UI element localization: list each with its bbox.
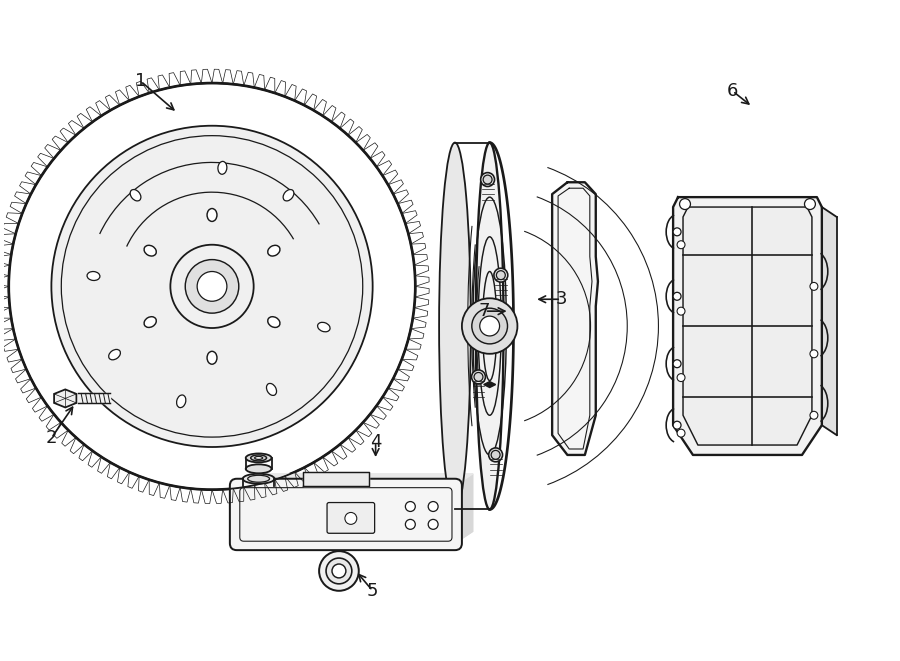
FancyBboxPatch shape (327, 502, 374, 533)
Ellipse shape (267, 245, 280, 256)
Circle shape (9, 83, 415, 490)
Circle shape (805, 198, 815, 210)
FancyBboxPatch shape (230, 479, 462, 550)
Ellipse shape (207, 352, 217, 364)
Ellipse shape (267, 317, 280, 327)
Circle shape (405, 520, 415, 529)
Ellipse shape (144, 317, 157, 327)
Circle shape (326, 558, 352, 584)
Circle shape (673, 360, 681, 368)
Ellipse shape (481, 173, 494, 186)
Circle shape (677, 307, 685, 315)
Polygon shape (247, 531, 472, 543)
Circle shape (673, 228, 681, 236)
Circle shape (185, 260, 238, 313)
Ellipse shape (218, 161, 227, 175)
Ellipse shape (318, 323, 330, 332)
Circle shape (320, 551, 359, 591)
Ellipse shape (284, 190, 294, 201)
Polygon shape (78, 393, 110, 403)
Ellipse shape (251, 455, 266, 461)
Circle shape (462, 298, 517, 354)
Ellipse shape (176, 395, 185, 408)
Circle shape (677, 429, 685, 437)
Ellipse shape (491, 450, 500, 459)
Circle shape (677, 241, 685, 249)
Ellipse shape (248, 475, 269, 483)
Ellipse shape (266, 383, 276, 395)
Ellipse shape (144, 245, 157, 256)
Circle shape (810, 411, 818, 419)
Polygon shape (54, 389, 76, 407)
Ellipse shape (130, 190, 141, 201)
Text: 5: 5 (367, 582, 378, 600)
Circle shape (673, 421, 681, 429)
Circle shape (51, 126, 373, 447)
Circle shape (345, 512, 356, 524)
Circle shape (405, 502, 415, 512)
Ellipse shape (497, 271, 505, 280)
Ellipse shape (255, 457, 263, 459)
Circle shape (472, 308, 508, 344)
Polygon shape (673, 197, 822, 455)
Ellipse shape (87, 272, 100, 280)
Text: 7: 7 (479, 302, 490, 320)
Ellipse shape (474, 372, 483, 381)
Polygon shape (455, 474, 472, 543)
Polygon shape (483, 381, 496, 387)
Ellipse shape (246, 465, 272, 473)
Polygon shape (247, 474, 472, 486)
Circle shape (332, 564, 346, 578)
Text: 1: 1 (135, 72, 147, 90)
Text: 4: 4 (370, 433, 382, 451)
Polygon shape (552, 182, 598, 455)
Text: 6: 6 (727, 82, 738, 100)
Circle shape (810, 350, 818, 358)
Circle shape (673, 292, 681, 300)
Polygon shape (303, 472, 369, 486)
Circle shape (428, 502, 438, 512)
Ellipse shape (494, 268, 508, 282)
Ellipse shape (489, 448, 502, 462)
Circle shape (680, 198, 690, 210)
Ellipse shape (109, 350, 121, 360)
Circle shape (810, 282, 818, 290)
Circle shape (428, 520, 438, 529)
Polygon shape (822, 207, 837, 435)
Circle shape (677, 373, 685, 381)
Ellipse shape (439, 143, 471, 510)
Circle shape (170, 245, 254, 328)
Circle shape (480, 316, 500, 336)
Ellipse shape (483, 175, 492, 184)
Text: 3: 3 (555, 290, 567, 308)
Ellipse shape (246, 453, 272, 463)
Ellipse shape (207, 208, 217, 221)
Text: 2: 2 (46, 429, 57, 447)
Circle shape (197, 272, 227, 301)
Ellipse shape (472, 370, 485, 384)
Ellipse shape (476, 143, 503, 510)
Polygon shape (683, 207, 812, 445)
Ellipse shape (243, 474, 274, 484)
